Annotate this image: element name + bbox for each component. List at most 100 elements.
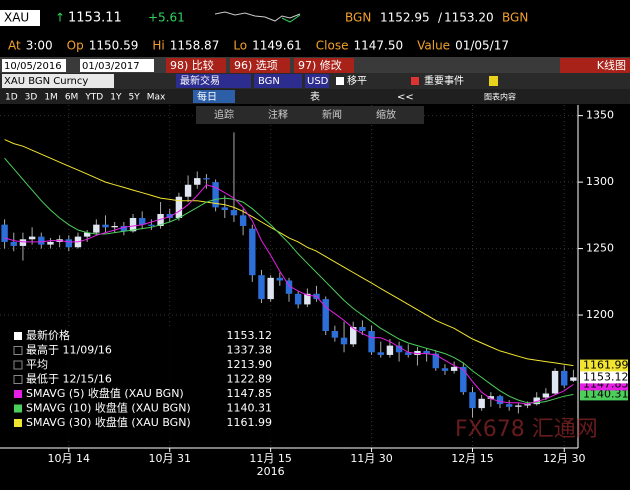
start-input[interactable] — [2, 59, 66, 72]
period-box[interactable] — [193, 90, 235, 103]
price-flag — [580, 388, 628, 401]
arrow: ↑ — [55, 11, 65, 25]
chart-tool[interactable]: 新闻 — [322, 108, 342, 121]
candle-body — [93, 224, 100, 233]
ticker-box — [0, 10, 40, 26]
candle-body — [249, 228, 256, 276]
range-button[interactable]: Max — [147, 93, 166, 103]
range-button[interactable]: 1Y — [110, 93, 122, 103]
collapse[interactable]: << — [397, 92, 414, 103]
candle-body — [267, 277, 274, 300]
legend-value: 1213.90 — [227, 358, 273, 371]
y-tick-label: 1200 — [586, 308, 614, 321]
legend-value: 1153.12 — [227, 329, 273, 342]
candle-body — [496, 396, 504, 405]
info-icon[interactable] — [489, 76, 498, 86]
y-tick-label: 1350 — [586, 109, 614, 122]
candle-body — [368, 331, 375, 353]
toolbar-button[interactable] — [294, 58, 354, 73]
quote-value: 1149.61 — [252, 39, 302, 53]
toolbar-button[interactable] — [166, 58, 226, 73]
legend-label: 最高于 11/09/16 — [26, 343, 112, 357]
range-button[interactable]: 6M — [65, 93, 79, 103]
chart-tool[interactable]: 缩放 — [376, 108, 396, 121]
candle-body — [542, 393, 550, 398]
candle-body — [194, 178, 201, 185]
range-button[interactable]: 3D — [25, 93, 38, 103]
quote-value: 1147.50 — [353, 39, 403, 53]
view-button[interactable] — [560, 58, 630, 73]
range-button[interactable]: 1D — [5, 93, 18, 103]
candle-body — [570, 377, 577, 381]
end-input[interactable] — [80, 59, 154, 72]
candle-body — [331, 331, 339, 338]
last-price: 1153.11 — [68, 11, 122, 26]
candle-body — [551, 370, 559, 394]
candle-body — [450, 366, 458, 371]
event-icon[interactable] — [411, 77, 419, 85]
ranges: 1D 3D 1M 6M YTD 1Y 5Y Max — [5, 93, 166, 103]
change: +5.61 — [148, 11, 185, 25]
candle-body — [423, 350, 430, 354]
candle-body — [120, 225, 128, 232]
legend-label: SMAVG (30) 收盘值 (XAU BGN) — [26, 415, 191, 429]
legend-icon — [13, 360, 23, 370]
check-1: 移平 — [347, 74, 367, 87]
currency-box[interactable] — [305, 74, 329, 88]
field-box[interactable] — [176, 74, 251, 88]
legend-icon — [14, 419, 22, 427]
candle-body — [414, 350, 421, 355]
view: K线图 — [597, 58, 626, 72]
source-box[interactable] — [254, 74, 302, 88]
candle-body — [386, 345, 394, 355]
legend-value: 1140.31 — [227, 402, 273, 415]
chart-tool[interactable]: 注释 — [268, 108, 288, 121]
candle-body — [203, 178, 210, 180]
content: 图表内容 — [484, 92, 516, 102]
candle-body — [350, 327, 357, 345]
candle-body — [166, 214, 173, 219]
quote-label: Value — [417, 39, 450, 53]
bid-source: BGN — [345, 11, 371, 25]
legend-label: 最新价格 — [26, 328, 70, 342]
range-button[interactable]: YTD — [84, 93, 103, 103]
legend-label: 平均 — [26, 358, 48, 371]
moving-average — [4, 184, 574, 405]
quote-label: Op — [67, 39, 84, 53]
sparkline-tail — [281, 14, 301, 23]
candle-body — [1, 224, 8, 242]
candle-body — [212, 182, 219, 208]
range-button[interactable]: 1M — [44, 93, 58, 103]
legend-icon — [14, 404, 22, 413]
candle-body — [148, 224, 155, 226]
candle-body — [561, 370, 568, 386]
chart: 1200 1250 1300 1350 10月 14 10月 31 11月 15 11月 30… — [0, 105, 629, 478]
legend-icon — [13, 346, 23, 355]
watermark: FX678 汇通网 — [455, 417, 598, 442]
chart-tool[interactable]: 追踪 — [214, 108, 234, 121]
candle-body — [83, 232, 91, 237]
quote-row: At 3:00 Op 1150.59 Hi 1158.87 Lo 1149.61 Close 11… — [8, 39, 509, 53]
x-tick-label: 12月 30 — [543, 452, 586, 465]
quote-value: 01/05/17 — [455, 39, 509, 53]
candle-body — [258, 275, 265, 300]
range-button[interactable]: 5Y — [128, 93, 140, 103]
x-tick-label: 12月 15 — [451, 452, 494, 465]
period: 每日 — [197, 90, 217, 103]
currency: USD — [307, 76, 329, 87]
ask: 1153.20 — [444, 11, 494, 25]
quote-label: At — [8, 39, 21, 53]
year-label: 2016 — [257, 465, 285, 478]
candle-body — [19, 239, 27, 246]
quote-label: Close — [316, 39, 349, 53]
checkbox[interactable] — [336, 77, 344, 85]
candle-body — [533, 397, 540, 405]
quote-value: 3:00 — [26, 39, 53, 53]
separator: / — [438, 11, 443, 25]
source: BGN — [258, 76, 280, 87]
toolbar-button[interactable] — [230, 58, 290, 73]
candle-body — [322, 299, 329, 332]
field: 最新交易 — [180, 74, 220, 87]
ask-source: BGN — [502, 11, 528, 25]
sparkline — [214, 11, 301, 22]
